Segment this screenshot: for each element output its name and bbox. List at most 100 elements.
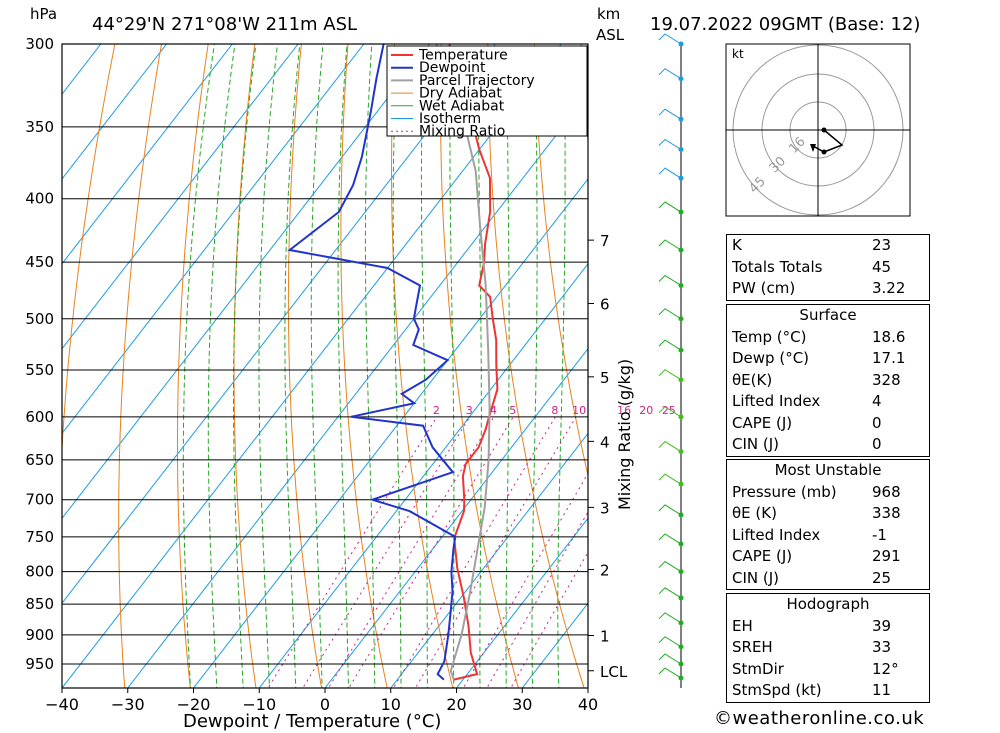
pressure-tick-label: 950 (25, 655, 54, 673)
hodograph-unit-label: kt (732, 47, 744, 61)
mixing-ratio-line (267, 416, 438, 688)
wind-barb (658, 440, 682, 452)
wind-barb (658, 504, 682, 516)
wind-barb (658, 560, 682, 572)
wet-adiabat-line (310, 44, 324, 688)
km-tick-label: 4 (600, 433, 610, 451)
dry-adiabat-line (62, 44, 116, 456)
wet-adiabat-line (233, 44, 257, 688)
wind-barb (658, 33, 682, 45)
isotherm-line (62, 44, 233, 265)
pressure-tick-label: 400 (25, 190, 54, 208)
wind-barb (658, 473, 682, 485)
wind-barb (658, 653, 682, 665)
mixing-ratio-line (302, 416, 471, 688)
dry-adiabat-line (580, 44, 588, 147)
mixing-ratio-line (348, 416, 514, 688)
legend-label: Mixing Ratio (419, 124, 505, 140)
surface-table: Surface Temp (°C) 18.6 Dewp (°C) 17.1 θE(K… (726, 304, 930, 457)
x-tick-label: −10 (242, 695, 276, 714)
x-tick-label: −40 (45, 695, 79, 714)
wind-barb (658, 308, 682, 320)
wind-barb (658, 406, 682, 418)
wind-barb (658, 636, 682, 648)
wet-adiabat-line (182, 44, 215, 688)
surface-row: Lifted Index 4 (732, 392, 882, 410)
wind-barb (658, 239, 682, 251)
wet-adiabat-line (364, 44, 376, 688)
hodograph-point (821, 149, 827, 155)
x-tick-label: 20 (446, 695, 466, 714)
surface-row: CAPE (J) 0 (732, 413, 882, 432)
pressure-tick-label: 650 (25, 451, 54, 469)
dewpoint-line (287, 44, 457, 681)
most-unstable-table: Most Unstable Pressure (mb) 968 θE (K) 338… (726, 459, 930, 590)
mixing-ratio-tick-label: 3 (466, 404, 473, 417)
most-unstable-row: CIN (J) 25 (732, 568, 892, 587)
legend-label: Dewpoint (419, 60, 486, 76)
km-tick-label: LCL (600, 663, 628, 681)
mixing-ratio-tick-label: 20 (639, 404, 653, 417)
legend-box (386, 45, 588, 137)
isotherm-line (390, 432, 588, 688)
storm-motion-arrow (810, 144, 816, 152)
wet-adiabat-line (531, 44, 538, 688)
x-tick-label: 10 (381, 695, 401, 714)
wind-barb (658, 167, 682, 179)
dry-adiabat-line (287, 44, 323, 688)
hodograph-point (821, 127, 827, 133)
km-tick-label: 5 (600, 369, 610, 387)
legend-label: Dry Adiabat (419, 86, 502, 102)
dry-adiabat-line (340, 44, 388, 688)
most-unstable-title: Most Unstable (774, 461, 882, 479)
hodograph-table: Hodograph EH 39 SREH 33 StmDir 12° StmSpd (… (726, 593, 930, 703)
surface-title: Surface (799, 306, 857, 324)
hodograph-row: StmDir 12° (732, 659, 899, 678)
legend-label: Isotherm (419, 111, 481, 127)
mixing-ratio-line (510, 551, 588, 688)
wind-barb (658, 369, 682, 381)
pressure-tick-label: 900 (25, 626, 54, 644)
wind-barb (658, 339, 682, 351)
pressure-tick-label: 750 (25, 528, 54, 546)
mixing-ratio-tick-label: 2 (433, 404, 440, 417)
pressure-tick-label: 550 (25, 361, 54, 379)
wind-barb (658, 587, 682, 599)
wind-barb (658, 201, 682, 213)
most-unstable-row: Lifted Index -1 (732, 525, 887, 544)
pressure-tick-label: 300 (25, 35, 54, 53)
x-tick-label: 30 (512, 695, 532, 714)
dry-adiabat-line (177, 44, 209, 688)
isotherm-line (62, 44, 365, 435)
surface-row: Dewp (°C) 17.1 (732, 349, 906, 367)
legend-label: Wet Adiabat (419, 98, 505, 114)
datetime-title: 19.07.2022 09GMT (Base: 12) (650, 14, 920, 35)
hodograph-trace (812, 129, 844, 153)
x-tick-label: 0 (320, 695, 330, 714)
wind-barb (658, 533, 682, 545)
wind-barb (658, 612, 682, 624)
isotherm-line (62, 44, 299, 350)
x-axis-label: Dewpoint / Temperature (°C) (183, 711, 441, 732)
wet-adiabat-line (284, 44, 301, 688)
most-unstable-row: Pressure (mb) 968 (732, 482, 901, 501)
x-tick-label: −20 (177, 695, 211, 714)
mixing-ratio-tick-label: 4 (490, 404, 497, 417)
index-row-pw: PW (cm) 3.22 (732, 279, 906, 297)
wet-adiabat-line (337, 44, 349, 688)
most-unstable-row: θE (K) 338 (732, 504, 901, 522)
pressure-tick-label: 600 (25, 408, 54, 426)
x-tick-label: 40 (578, 695, 598, 714)
legend-label: Parcel Trajectory (419, 73, 535, 89)
wind-barb (658, 108, 682, 120)
copyright-link[interactable]: ©weatheronline.co.uk (714, 708, 925, 729)
surface-row: θE(K) 328 (732, 370, 901, 389)
isotherm-line (456, 517, 588, 688)
hodograph-row: StmSpd (kt) 11 (732, 681, 892, 699)
wind-barb (658, 274, 682, 286)
mixing-ratio-tick-label: 16 (617, 404, 631, 417)
wet-adiabat-line (258, 44, 279, 688)
mixing-ratio-tick-label: 25 (662, 404, 676, 417)
indices-table: K 23 Totals Totals 45 PW (cm) 3.22 (726, 234, 930, 301)
pressure-tick-label: 500 (25, 310, 54, 328)
